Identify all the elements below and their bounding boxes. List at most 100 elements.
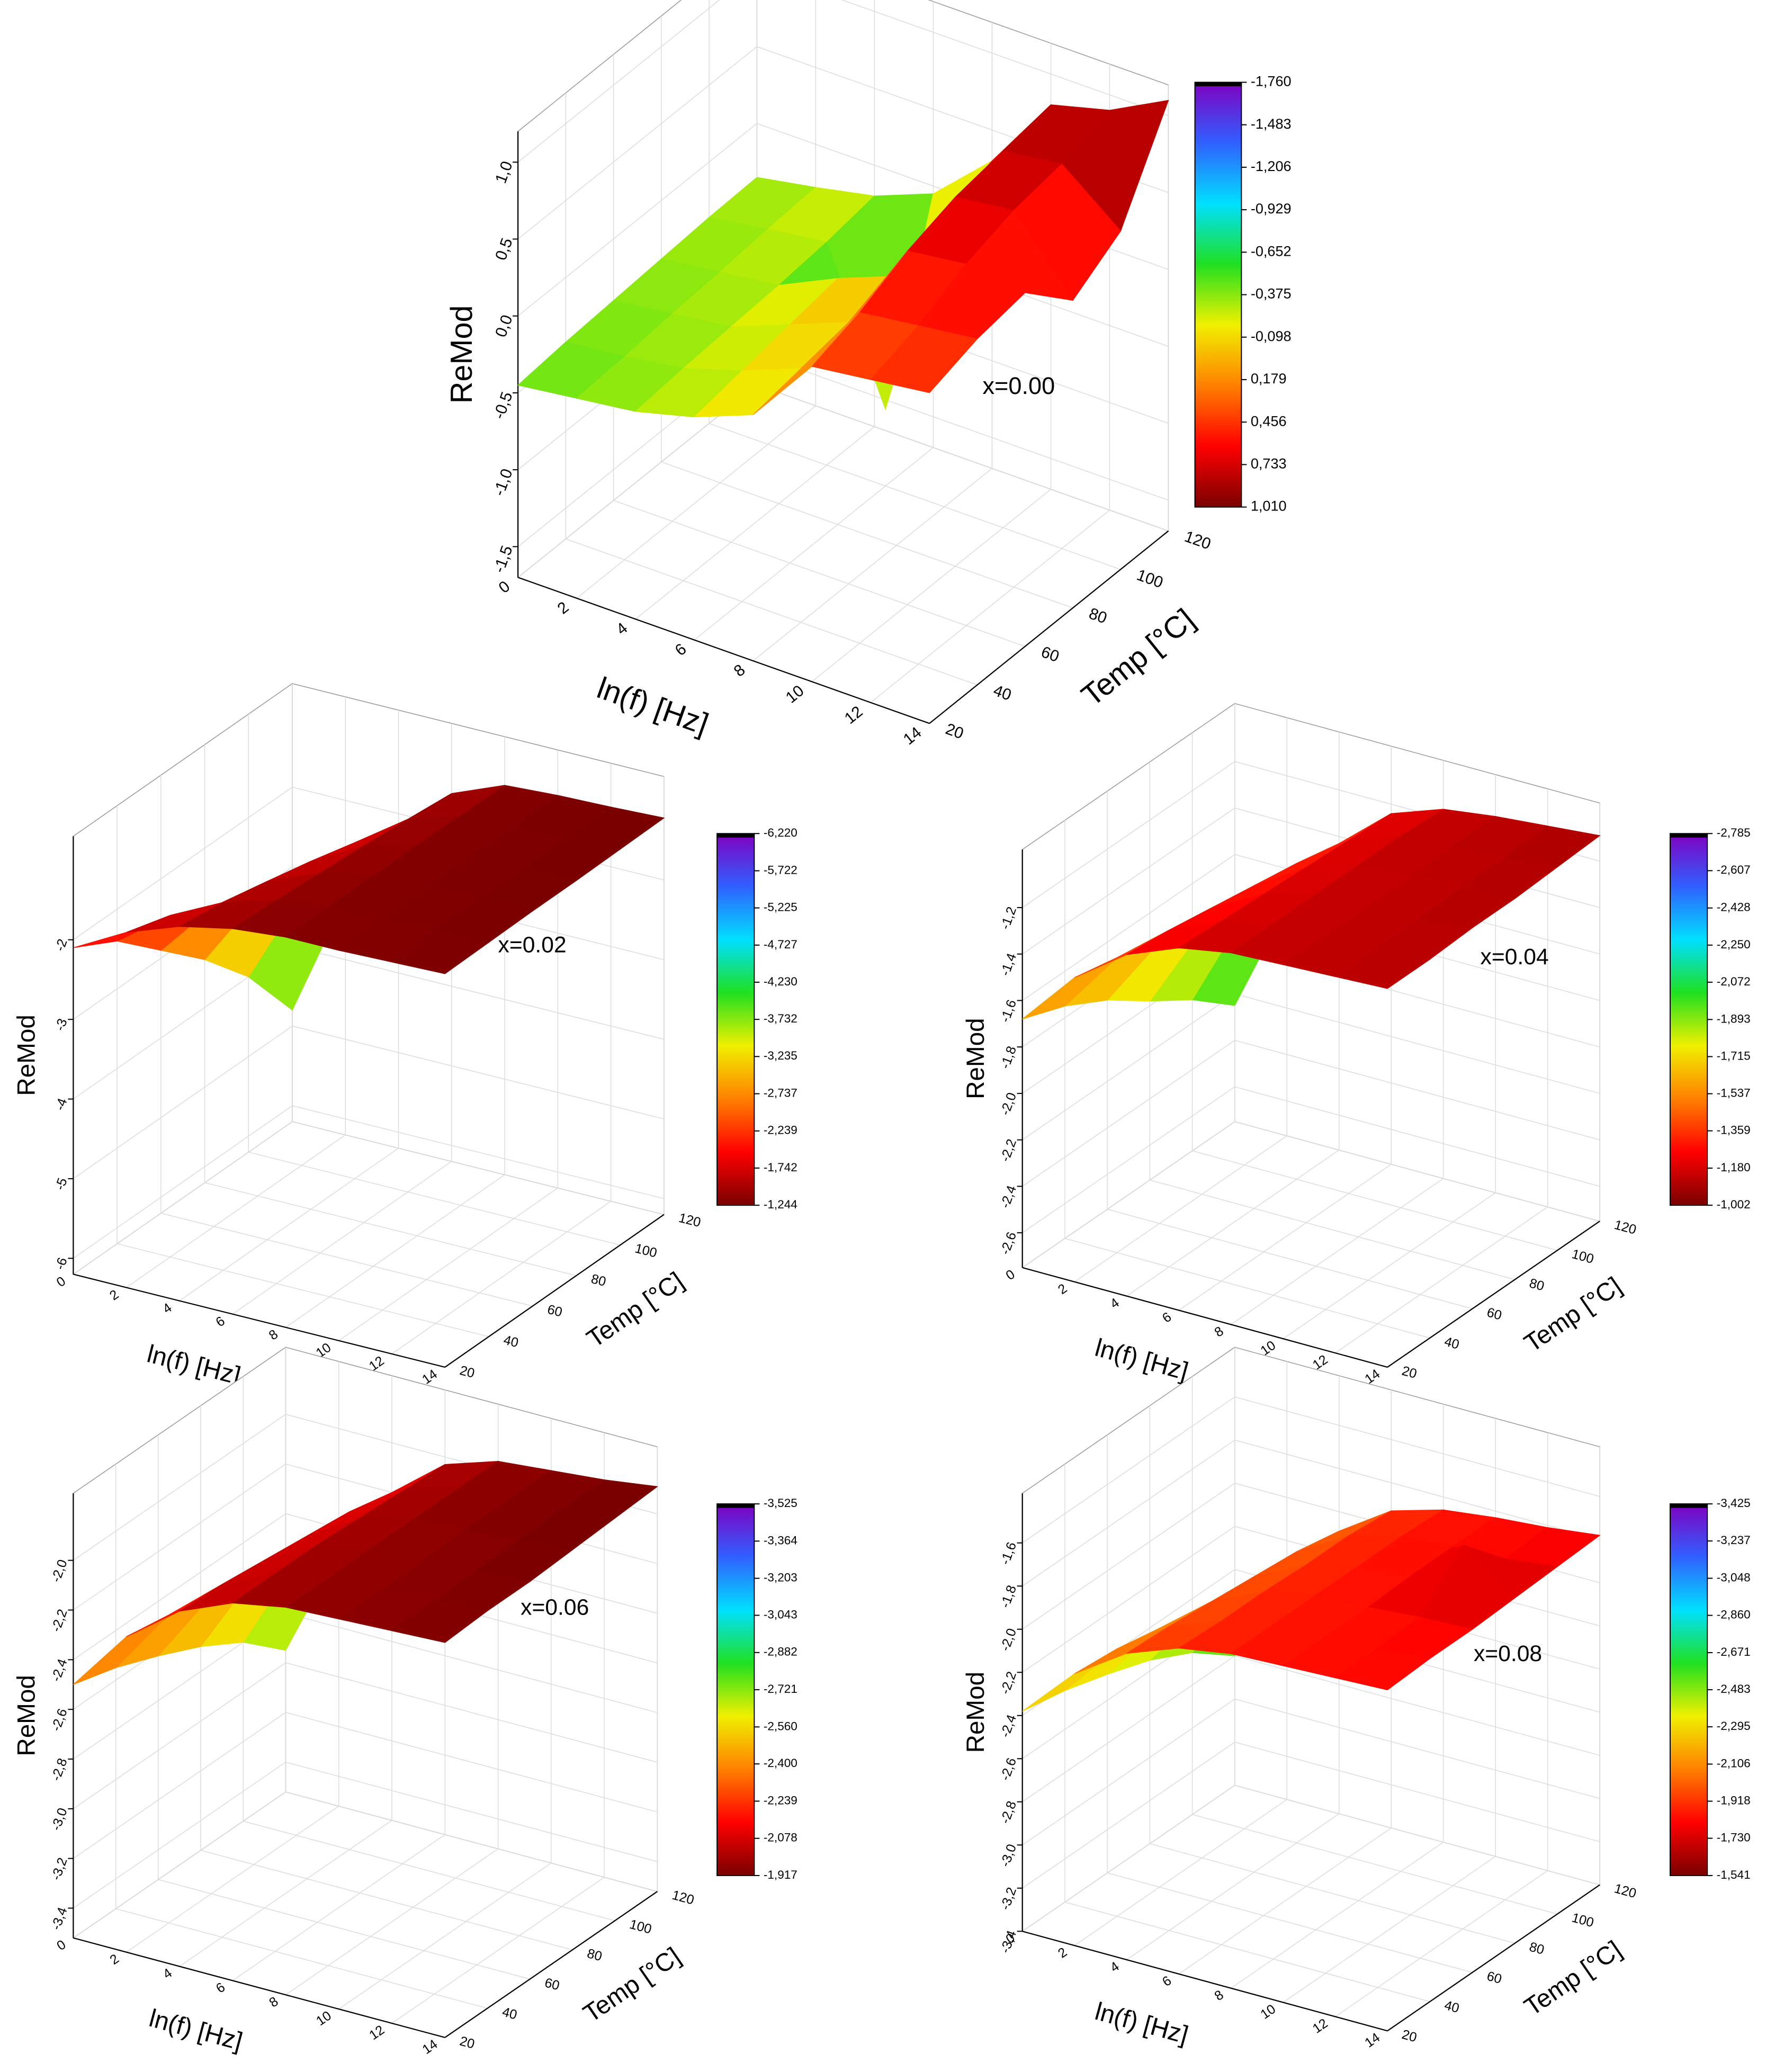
y-grid-line [1149, 1405, 1515, 1944]
z-tick-label: 1,0 [492, 159, 516, 186]
colorbar-top-edge [717, 833, 755, 838]
z-tick-label: -2,6 [998, 1230, 1019, 1257]
z-tick-label: -4 [52, 1096, 70, 1113]
y-grid-line [613, 54, 1025, 647]
y-tick-label: 60 [1485, 1969, 1503, 1987]
colorbar-tick-label: -5,225 [764, 901, 797, 914]
colorbar-tick-label: -2,560 [764, 1719, 797, 1733]
z-tick-label: -1,6 [998, 1540, 1019, 1567]
z-tick-label: -2,4 [998, 1183, 1019, 1210]
z-tick-label: -1,8 [998, 1583, 1019, 1610]
annotation: x=0.02 [498, 932, 567, 958]
y-axis [1387, 1884, 1600, 2032]
x-tick-label: 8 [731, 661, 749, 680]
x-axis-label: ln(f) [Hz] [593, 671, 713, 741]
colorbar [1669, 833, 1708, 1206]
colorbar-tick-label: -2,428 [1717, 901, 1751, 914]
colorbar-tick-label: -3,043 [764, 1608, 797, 1621]
colorbar-tick-label: -2,882 [764, 1645, 797, 1658]
y-tick-label: 100 [628, 1917, 653, 1937]
y-axis [929, 530, 1169, 724]
x-tick-label: 10 [313, 2008, 334, 2029]
x-tick-label: 6 [672, 640, 690, 659]
z-axis-label: ReMod [445, 305, 479, 403]
y-grid-line [661, 16, 1073, 608]
y-axis [444, 1891, 658, 2038]
colorbar-tick-label: -4,727 [764, 938, 797, 951]
colorbar-tick-label: -1,244 [764, 1198, 797, 1211]
z-tick-label: -1,4 [998, 951, 1019, 977]
z-tick-label: -3,4 [49, 1905, 70, 1932]
x-tick-label: 10 [783, 682, 808, 707]
z-tick-label: -2,6 [49, 1707, 70, 1733]
x-tick-label: 6 [1160, 1973, 1174, 1989]
y-grid-line [248, 714, 621, 1246]
x-tick-label: 4 [160, 1966, 175, 1982]
colorbar-tick-label: -2,671 [1717, 1645, 1751, 1658]
y-grid-line [1149, 761, 1515, 1280]
annotation: x=0.08 [1474, 1641, 1542, 1666]
y-tick-label: 60 [1485, 1305, 1503, 1323]
colorbar-tick-label: -3,364 [764, 1533, 797, 1547]
z-tick-label: -2,8 [49, 1756, 70, 1783]
y-grid-line [1107, 1434, 1473, 1973]
colorbar-tick-label: -2,721 [764, 1682, 797, 1696]
colorbar-tick-label: 0,733 [1251, 455, 1287, 472]
colorbar-tick-label: -2,860 [1717, 1608, 1751, 1621]
colorbar-tick-label: -1,893 [1717, 1012, 1751, 1025]
surface-chart: -3,4-3,2-3,0-2,8-2,6-2,4-2,2-2,0-1,8-1,6… [962, 1346, 1751, 2051]
x-tick-label: 0 [496, 578, 514, 597]
x-axis [1022, 1931, 1388, 2032]
colorbar-tick-label: -2,250 [1717, 938, 1751, 951]
x-tick-label: 0 [54, 1937, 68, 1953]
x-tick-label: 10 [1258, 2002, 1278, 2022]
z-tick-label: -5 [52, 1176, 70, 1192]
z-tick-label: -1,8 [998, 1044, 1019, 1071]
z-tick-label: -2,6 [998, 1756, 1019, 1782]
x-axis [73, 1937, 445, 2038]
y-tick-label: 100 [1570, 1910, 1595, 1930]
colorbar-tick-label: -1,483 [1251, 115, 1292, 132]
y-tick-label: 80 [586, 1946, 604, 1964]
y-tick-label: 80 [1528, 1940, 1546, 1958]
x-tick-label: 2 [1055, 1281, 1070, 1297]
z-tick-label: -1,5 [490, 543, 516, 575]
colorbar-tick-label: -0,098 [1251, 328, 1292, 344]
colorbar [716, 833, 755, 1206]
y-tick-label: 120 [1612, 1217, 1638, 1237]
x-tick-label: 2 [1055, 1945, 1070, 1961]
colorbar-tick-label: -2,607 [1717, 863, 1751, 876]
z-axis-label: ReMod [962, 1672, 990, 1753]
y-tick-label: 40 [502, 1332, 520, 1350]
colorbar-tick-label: -1,918 [1717, 1794, 1751, 1807]
x-tick-label: 4 [1107, 1295, 1122, 1312]
y-grid-line [204, 745, 577, 1276]
x-tick-label: 4 [613, 620, 631, 639]
z-tick-label: -1,6 [998, 998, 1019, 1024]
y-grid-line [285, 1347, 658, 1892]
colorbar [716, 1503, 755, 1877]
colorbar-tick-label: -1,742 [764, 1161, 797, 1174]
colorbar-tick-label: -2,239 [764, 1793, 797, 1807]
colorbar-tick-label: -6,220 [764, 826, 797, 839]
x-axis [1022, 1267, 1388, 1368]
y-grid-line [116, 805, 489, 1338]
y-grid-line [1107, 791, 1473, 1309]
y-grid-line [565, 93, 978, 686]
annotation: x=0.00 [983, 372, 1055, 399]
z-axis-label: ReMod [13, 1675, 41, 1756]
y-tick-label: 80 [1528, 1276, 1546, 1294]
colorbar-tick-label: -1,002 [1717, 1198, 1751, 1211]
surface-chart: -3,4 -3,2 -3,0 -2,8 -2,6 -2,4 -2,2 -2,0 0 2 4 6 8 10 1… [13, 1346, 797, 2057]
colorbar-top-edge [1670, 833, 1708, 838]
x-tick-label: 4 [1107, 1959, 1122, 1975]
x-tick-label: 12 [1310, 2016, 1331, 2037]
y-tick-label: 120 [670, 1888, 696, 1908]
y-grid-line [243, 1376, 615, 1921]
z-tick-label: -2,2 [998, 1137, 1019, 1163]
x-tick-label: 8 [266, 1327, 281, 1343]
x-tick-label: 12 [841, 703, 866, 728]
x-tick-label: 2 [107, 1287, 121, 1303]
y-grid-line [1191, 732, 1558, 1251]
